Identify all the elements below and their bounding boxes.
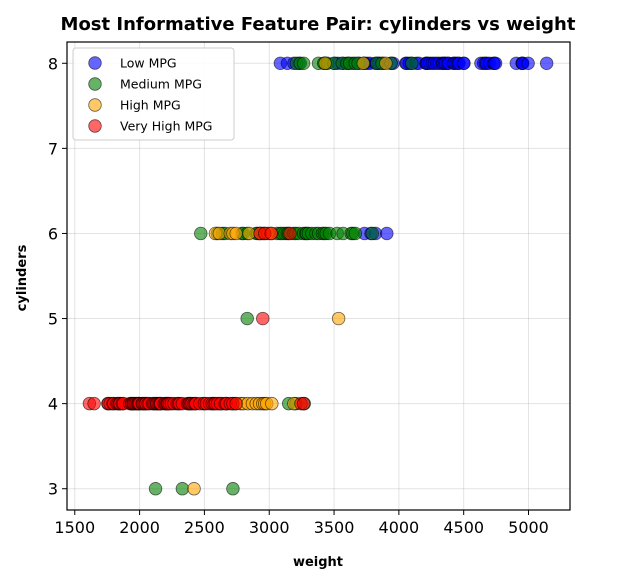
data-point: [187, 482, 201, 496]
series-very-high-mpg: [82, 226, 311, 411]
data-point: [521, 56, 535, 70]
data-point: [539, 56, 554, 70]
plot-frame: [66, 41, 571, 511]
x-tick-label: 4500: [443, 518, 484, 537]
chart-title: Most Informative Feature Pair: cylinders…: [61, 14, 576, 35]
legend-label-very-high-mpg: Very High MPG: [120, 119, 213, 134]
data-point: [405, 56, 419, 70]
legend-marker-medium-mpg: [88, 77, 102, 91]
x-tick-label: 3500: [314, 518, 355, 537]
y-tick-label: 6: [48, 224, 58, 243]
data-point: [264, 226, 278, 241]
data-point: [87, 396, 101, 411]
y-tick-label: 3: [48, 480, 58, 499]
x-tick-label: 1500: [54, 518, 95, 537]
data-point: [380, 226, 394, 241]
x-tick-label: 3000: [249, 518, 290, 537]
data-point: [240, 311, 254, 326]
y-tick-label: 4: [48, 395, 58, 414]
data-point: [256, 311, 270, 326]
data-point: [365, 226, 380, 241]
legend-label-low-mpg: Low MPG: [120, 56, 177, 71]
x-tick-label: 5000: [508, 518, 549, 537]
y-tick-label: 5: [48, 310, 58, 329]
data-point: [457, 56, 471, 70]
data-point: [229, 226, 243, 241]
series-low-mpg: [273, 56, 554, 241]
legend-marker-very-high-mpg: [88, 119, 102, 133]
legend-marker-high-mpg: [88, 98, 102, 112]
x-axis-ticks: 1500 2000 2500 3000 3500 4000 4500 5000: [54, 510, 549, 537]
data-point: [229, 396, 243, 411]
x-tick-label: 2500: [184, 518, 225, 537]
data-point: [348, 226, 363, 241]
x-tick-label: 4000: [379, 518, 420, 537]
data-point: [194, 226, 208, 241]
data-point: [265, 396, 279, 411]
data-point: [296, 396, 311, 411]
x-axis-label: weight: [293, 555, 343, 570]
data-point: [283, 226, 297, 241]
legend-label-high-mpg: High MPG: [120, 98, 181, 113]
data-point: [488, 56, 503, 70]
data-point: [226, 482, 240, 496]
y-axis-label: cylinders: [15, 244, 30, 311]
data-points: [82, 56, 554, 496]
y-tick-label: 8: [48, 54, 58, 73]
data-point: [296, 56, 311, 70]
data-point: [318, 56, 332, 70]
data-point: [331, 311, 346, 326]
legend-items: Low MPG Medium MPG High MPG Very High MPG: [88, 56, 213, 134]
data-point: [148, 482, 163, 496]
x-tick-label: 2000: [119, 518, 160, 537]
data-point: [175, 482, 190, 496]
data-point: [379, 56, 393, 70]
legend-label-medium-mpg: Medium MPG: [120, 77, 202, 92]
data-point: [356, 56, 370, 70]
y-axis-ticks: 3 4 5 6 7 8: [48, 54, 67, 499]
legend-box: [72, 47, 235, 141]
y-tick-label: 7: [48, 139, 58, 158]
legend-marker-low-mpg: [88, 56, 102, 70]
legend: Low MPG Medium MPG High MPG Very High MPG: [72, 47, 235, 141]
